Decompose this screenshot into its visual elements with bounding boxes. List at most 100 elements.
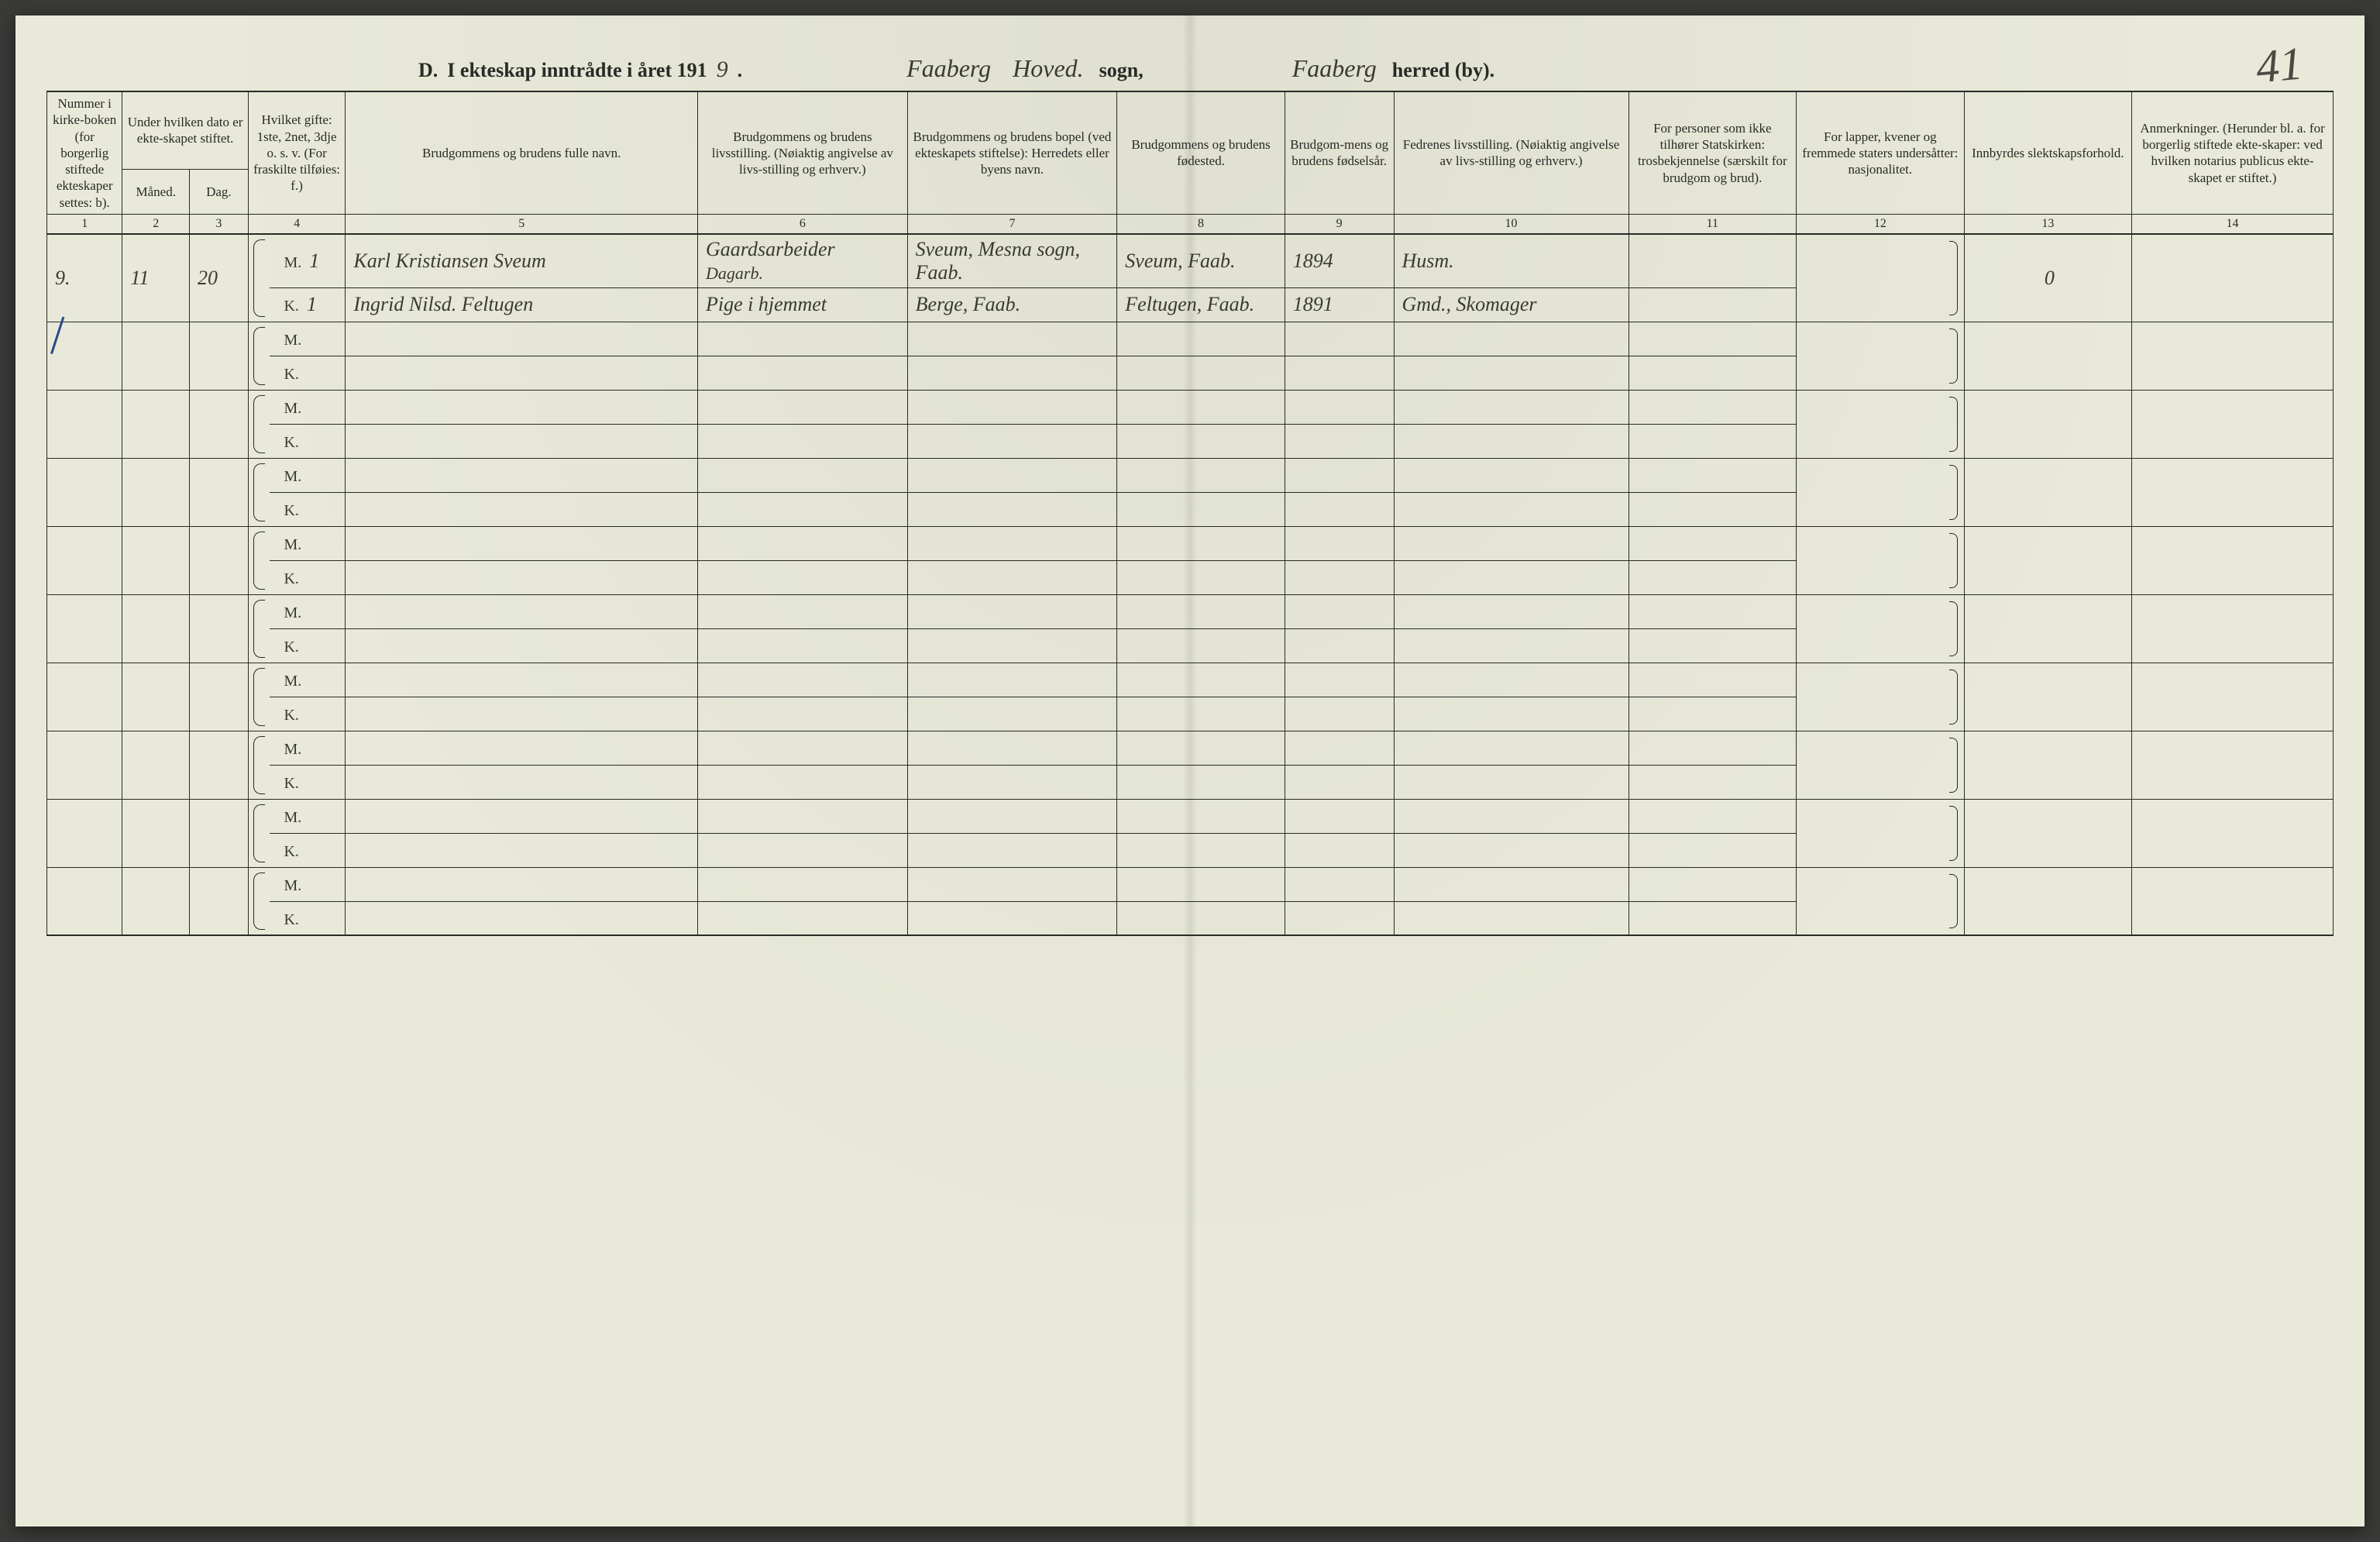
groom-name bbox=[346, 799, 698, 833]
table-row: M. bbox=[47, 526, 2334, 560]
table-body: 9.1120M. 1Karl Kristiansen SveumGaardsar… bbox=[47, 234, 2334, 936]
bride-residence bbox=[907, 901, 1117, 935]
parish-name-1: Faaberg bbox=[900, 54, 997, 83]
cell-col11 bbox=[1629, 287, 1797, 322]
bride-birthyear bbox=[1285, 560, 1394, 594]
groom-birthyear bbox=[1285, 663, 1394, 697]
kinship bbox=[1964, 458, 2132, 526]
groom-residence bbox=[907, 526, 1117, 560]
col-header-1: Nummer i kirke-boken (for borgerlig stif… bbox=[47, 91, 122, 214]
bride-residence bbox=[907, 560, 1117, 594]
remarks bbox=[2132, 526, 2334, 594]
table-row: M. bbox=[47, 663, 2334, 697]
colnum-10: 10 bbox=[1394, 214, 1629, 234]
groom-name bbox=[346, 526, 698, 560]
table-row: M. bbox=[47, 322, 2334, 356]
bride-residence: Berge, Faab. bbox=[907, 287, 1117, 322]
title-period: . bbox=[738, 59, 743, 82]
kinship bbox=[1964, 322, 2132, 390]
table-row: M. bbox=[47, 867, 2334, 901]
bride-birthplace bbox=[1117, 697, 1285, 731]
cell-col11 bbox=[1629, 901, 1797, 935]
colnum-2: 2 bbox=[122, 214, 190, 234]
mk-label: K. bbox=[270, 697, 345, 731]
col-header-4: Hvilket gifte: 1ste, 2net, 3dje o. s. v.… bbox=[248, 91, 346, 214]
colnum-13: 13 bbox=[1964, 214, 2132, 234]
bride-name bbox=[346, 424, 698, 458]
groom-father bbox=[1394, 731, 1629, 765]
bride-name bbox=[346, 697, 698, 731]
table-row: M. bbox=[47, 458, 2334, 492]
mk-label: M. 1 bbox=[270, 234, 345, 288]
cell-col12 bbox=[1797, 799, 1965, 867]
groom-father bbox=[1394, 799, 1629, 833]
groom-name: Karl Kristiansen Sveum bbox=[346, 234, 698, 288]
groom-father bbox=[1394, 526, 1629, 560]
groom-occupation: GaardsarbeiderDagarb. bbox=[698, 234, 908, 288]
cell-col11 bbox=[1629, 765, 1797, 799]
entry-month bbox=[122, 458, 190, 526]
bride-occupation bbox=[698, 356, 908, 390]
remarks bbox=[2132, 458, 2334, 526]
bride-residence bbox=[907, 424, 1117, 458]
groom-name bbox=[346, 731, 698, 765]
bride-name: Ingrid Nilsd. Feltugen bbox=[346, 287, 698, 322]
bride-residence bbox=[907, 697, 1117, 731]
colnum-1: 1 bbox=[47, 214, 122, 234]
bride-father bbox=[1394, 901, 1629, 935]
mk-label: M. bbox=[270, 390, 345, 424]
bride-occupation bbox=[698, 492, 908, 526]
bride-birthplace bbox=[1117, 424, 1285, 458]
mk-label: K. 1 bbox=[270, 287, 345, 322]
kinship bbox=[1964, 663, 2132, 731]
cell-col11 bbox=[1629, 560, 1797, 594]
entry-day bbox=[190, 390, 249, 458]
bride-residence bbox=[907, 356, 1117, 390]
title-row: D. I ekteskap inntrådte i året 1919. Faa… bbox=[46, 54, 2334, 91]
cell-col11 bbox=[1629, 492, 1797, 526]
groom-occupation bbox=[698, 594, 908, 628]
entry-month bbox=[122, 867, 190, 935]
entry-day bbox=[190, 867, 249, 935]
bride-residence bbox=[907, 833, 1117, 867]
groom-birthplace bbox=[1117, 799, 1285, 833]
bride-name bbox=[346, 356, 698, 390]
cell-col12 bbox=[1797, 390, 1965, 458]
bride-birthplace bbox=[1117, 628, 1285, 663]
bride-birthplace bbox=[1117, 492, 1285, 526]
groom-birthplace bbox=[1117, 458, 1285, 492]
colnum-7: 7 bbox=[907, 214, 1117, 234]
bride-occupation bbox=[698, 697, 908, 731]
cell-col11 bbox=[1629, 799, 1797, 833]
entry-number bbox=[47, 390, 122, 458]
colnum-11: 11 bbox=[1629, 214, 1797, 234]
cell-col12 bbox=[1797, 663, 1965, 731]
bride-occupation bbox=[698, 560, 908, 594]
brace-cell bbox=[248, 390, 270, 458]
groom-birthyear bbox=[1285, 594, 1394, 628]
mk-label: M. bbox=[270, 731, 345, 765]
groom-birthyear bbox=[1285, 867, 1394, 901]
entry-month bbox=[122, 390, 190, 458]
entry-month: 11 bbox=[122, 234, 190, 322]
groom-residence bbox=[907, 390, 1117, 424]
entry-number bbox=[47, 526, 122, 594]
colnum-3: 3 bbox=[190, 214, 249, 234]
col-header-7: Brudgommens og brudens bopel (ved ektesk… bbox=[907, 91, 1117, 214]
colnum-12: 12 bbox=[1797, 214, 1965, 234]
bride-residence bbox=[907, 492, 1117, 526]
mk-label: M. bbox=[270, 526, 345, 560]
groom-birthyear bbox=[1285, 322, 1394, 356]
groom-father bbox=[1394, 867, 1629, 901]
bride-residence bbox=[907, 628, 1117, 663]
entry-month bbox=[122, 594, 190, 663]
bride-name bbox=[346, 765, 698, 799]
district-name: Faaberg bbox=[1286, 54, 1383, 83]
bride-birthyear bbox=[1285, 901, 1394, 935]
cell-col11 bbox=[1629, 458, 1797, 492]
groom-name bbox=[346, 867, 698, 901]
brace-cell bbox=[248, 799, 270, 867]
groom-occupation bbox=[698, 663, 908, 697]
kinship bbox=[1964, 731, 2132, 799]
bride-birthyear bbox=[1285, 628, 1394, 663]
